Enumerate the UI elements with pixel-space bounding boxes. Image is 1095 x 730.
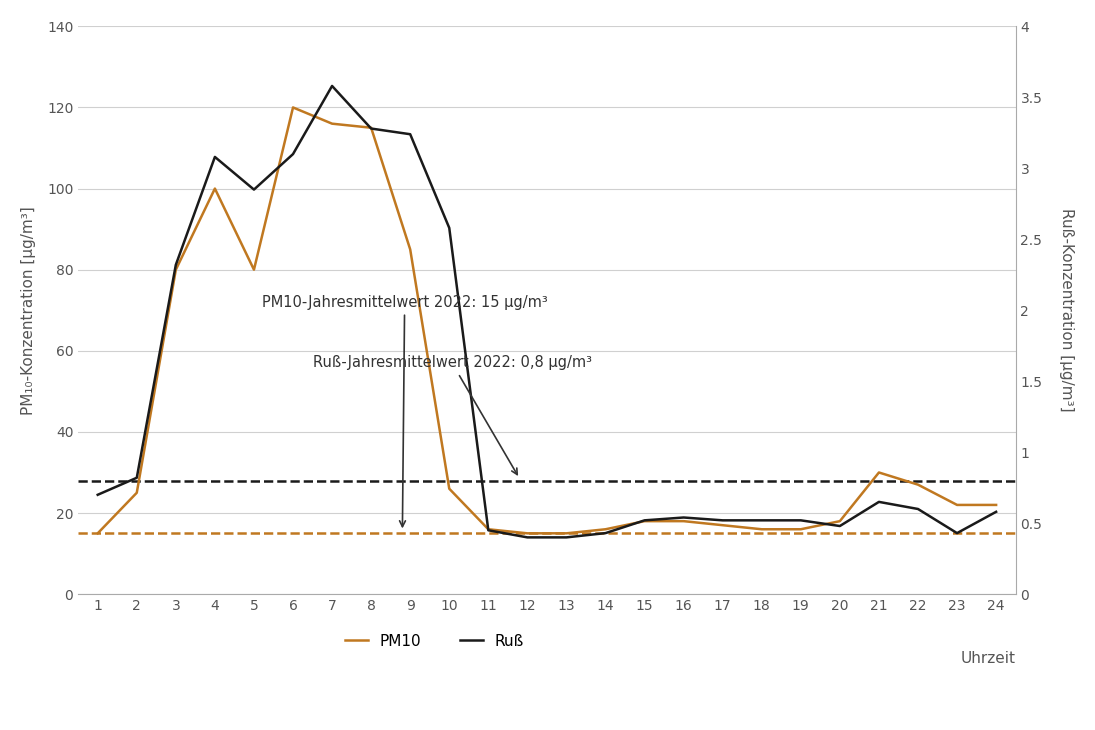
Y-axis label: Ruß-Konzentration [μg/m³]: Ruß-Konzentration [μg/m³] (1059, 209, 1074, 412)
Text: PM10-Jahresmittelwert 2022: 15 μg/m³: PM10-Jahresmittelwert 2022: 15 μg/m³ (262, 295, 548, 526)
Text: Ruß-Jahresmittelwert 2022: 0,8 μg/m³: Ruß-Jahresmittelwert 2022: 0,8 μg/m³ (312, 356, 591, 474)
Legend: PM10, Ruß: PM10, Ruß (338, 627, 530, 655)
Text: Uhrzeit: Uhrzeit (960, 651, 1016, 666)
Y-axis label: PM₁₀-Konzentration [μg/m³]: PM₁₀-Konzentration [μg/m³] (21, 206, 36, 415)
